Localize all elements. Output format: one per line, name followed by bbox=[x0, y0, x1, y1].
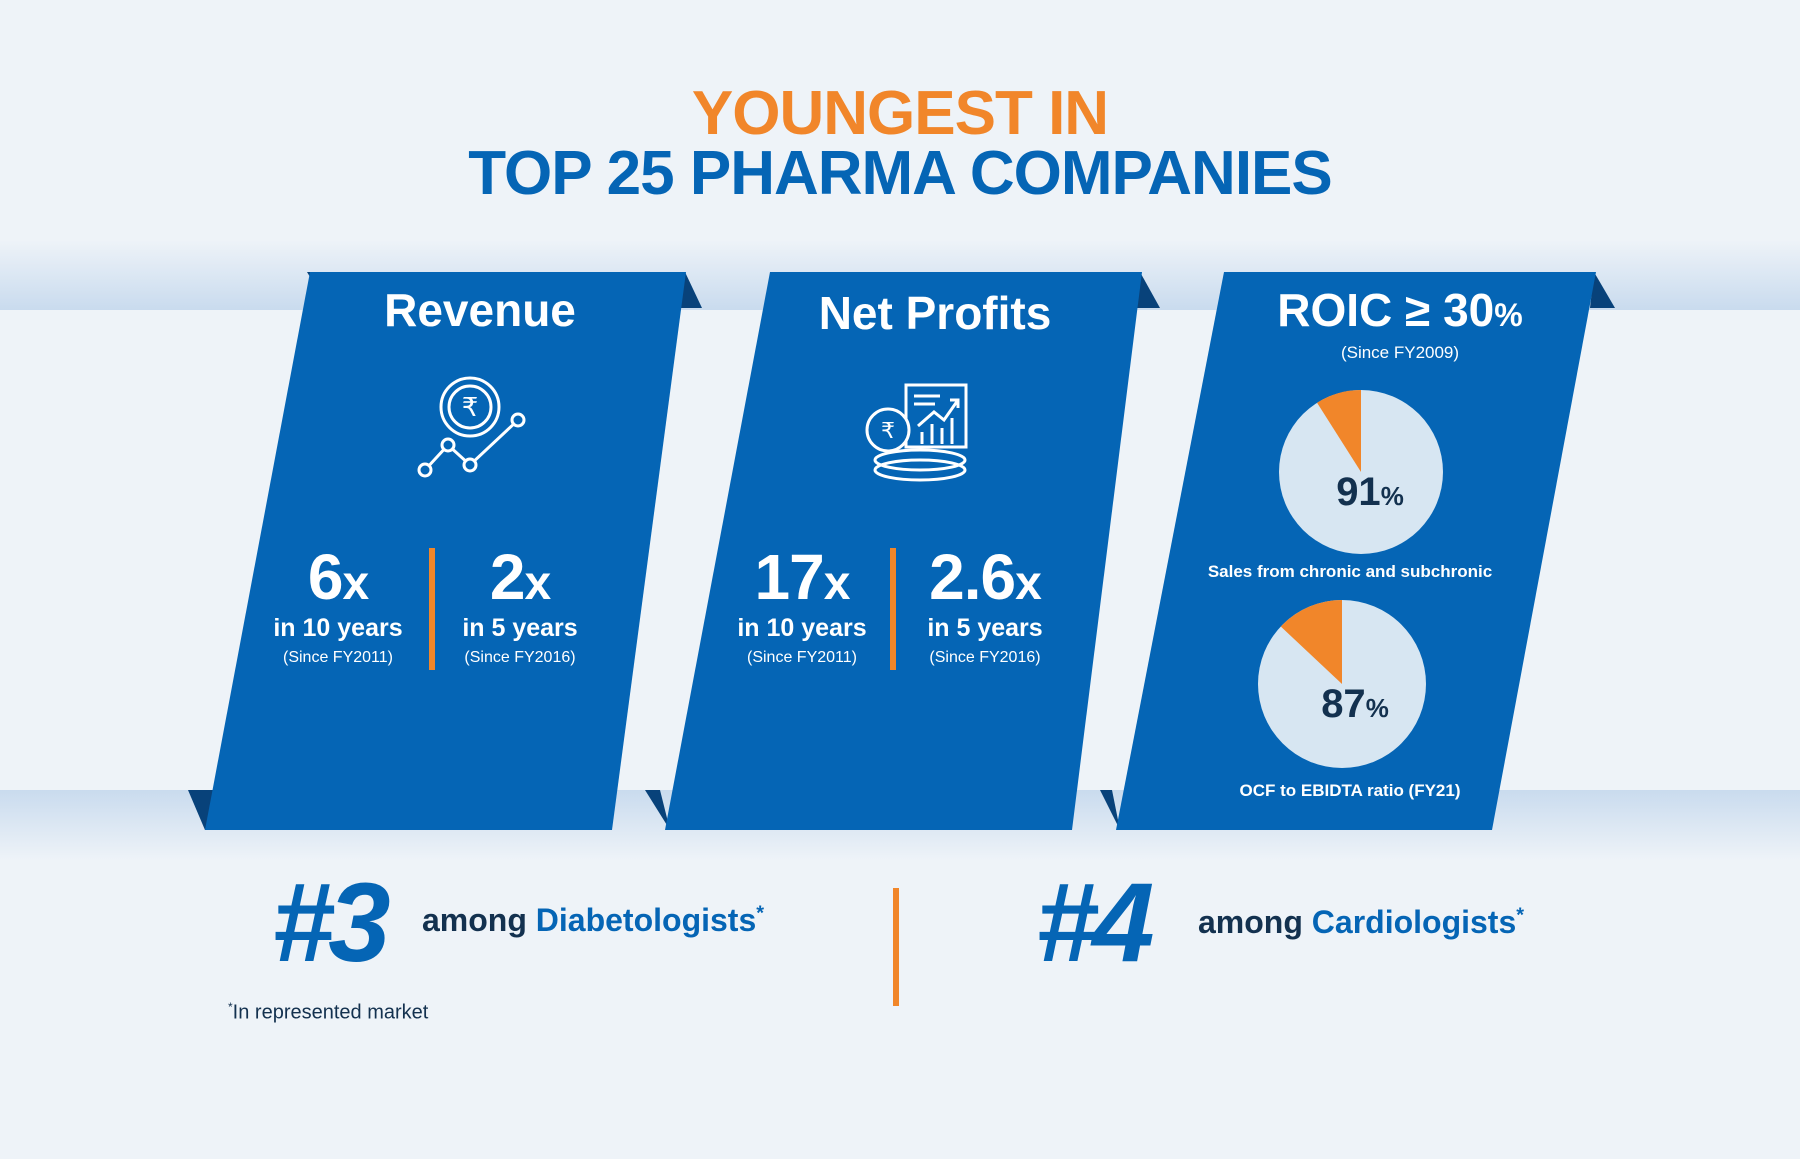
profits-10yr-period: in 10 years bbox=[737, 614, 867, 642]
rupee-growth-chart-icon: ₹ bbox=[417, 376, 526, 478]
chronic-sales-pie bbox=[1279, 390, 1443, 554]
profits-5yr-value: 2.6x bbox=[929, 541, 1042, 613]
revenue-title: Revenue bbox=[384, 284, 576, 336]
revenue-divider bbox=[429, 548, 435, 670]
other-sales-slice bbox=[1317, 390, 1361, 472]
revenue-5yr-value: 2x bbox=[489, 541, 551, 613]
roic-title: ROIC ≥ 30% bbox=[1277, 284, 1523, 336]
revenue-5yr-since: (Since FY2016) bbox=[464, 649, 576, 666]
chronic-sales-value: 91% bbox=[1336, 470, 1404, 514]
profits-divider bbox=[890, 548, 896, 670]
profits-card bbox=[645, 272, 1160, 830]
revenue-10yr-block: 6x in 10 years (Since FY2011) bbox=[258, 540, 418, 667]
profits-title: Net Profits bbox=[818, 287, 1052, 339]
revenue-5yr-block: 2x in 5 years (Since FY2016) bbox=[440, 540, 600, 667]
roic-since: (Since FY2009) bbox=[1340, 343, 1460, 362]
revenue-10yr-value: 6x bbox=[307, 541, 369, 613]
chronic-sales-caption: Sales from chronic and subchronic bbox=[1207, 562, 1493, 581]
profits-5yr-block: 2.6x in 5 years (Since FY2016) bbox=[900, 540, 1070, 667]
revenue-5yr-period: in 5 years bbox=[462, 614, 578, 642]
revenue-card bbox=[188, 272, 702, 830]
profits-10yr-value: 17x bbox=[754, 541, 851, 613]
ocf-ebitda-pie bbox=[1258, 600, 1426, 768]
profits-10yr-since: (Since FY2011) bbox=[747, 649, 857, 666]
ocf-ebitda-value: 87% bbox=[1321, 682, 1389, 726]
ocf-remainder-slice bbox=[1280, 600, 1342, 684]
headline-youngest: YOUNGEST IN bbox=[691, 79, 1109, 148]
footnote: *In represented market bbox=[228, 1000, 429, 1024]
headline-top25: TOP 25 PHARMA COMPANIES bbox=[468, 139, 1333, 208]
profits-5yr-period: in 5 years bbox=[927, 614, 1043, 642]
rankings-divider bbox=[893, 888, 899, 1006]
ocf-ebitda-caption: OCF to EBIDTA ratio (FY21) bbox=[1239, 781, 1461, 800]
svg-text:₹: ₹ bbox=[881, 419, 895, 444]
diabetologists-label: among Diabetologists* bbox=[422, 902, 765, 938]
revenue-10yr-since: (Since FY2011) bbox=[283, 649, 393, 666]
diabetologists-rank: #3 bbox=[272, 860, 391, 985]
cardiologists-label: among Cardiologists* bbox=[1198, 904, 1525, 940]
rupee-coins-report-icon: ₹ bbox=[865, 383, 968, 482]
profits-5yr-since: (Since FY2016) bbox=[929, 649, 1041, 666]
profits-10yr-block: 17x in 10 years (Since FY2011) bbox=[722, 540, 882, 667]
svg-text:₹: ₹ bbox=[462, 393, 479, 423]
revenue-10yr-period: in 10 years bbox=[273, 614, 403, 642]
cardiologists-rank: #4 bbox=[1036, 860, 1155, 985]
